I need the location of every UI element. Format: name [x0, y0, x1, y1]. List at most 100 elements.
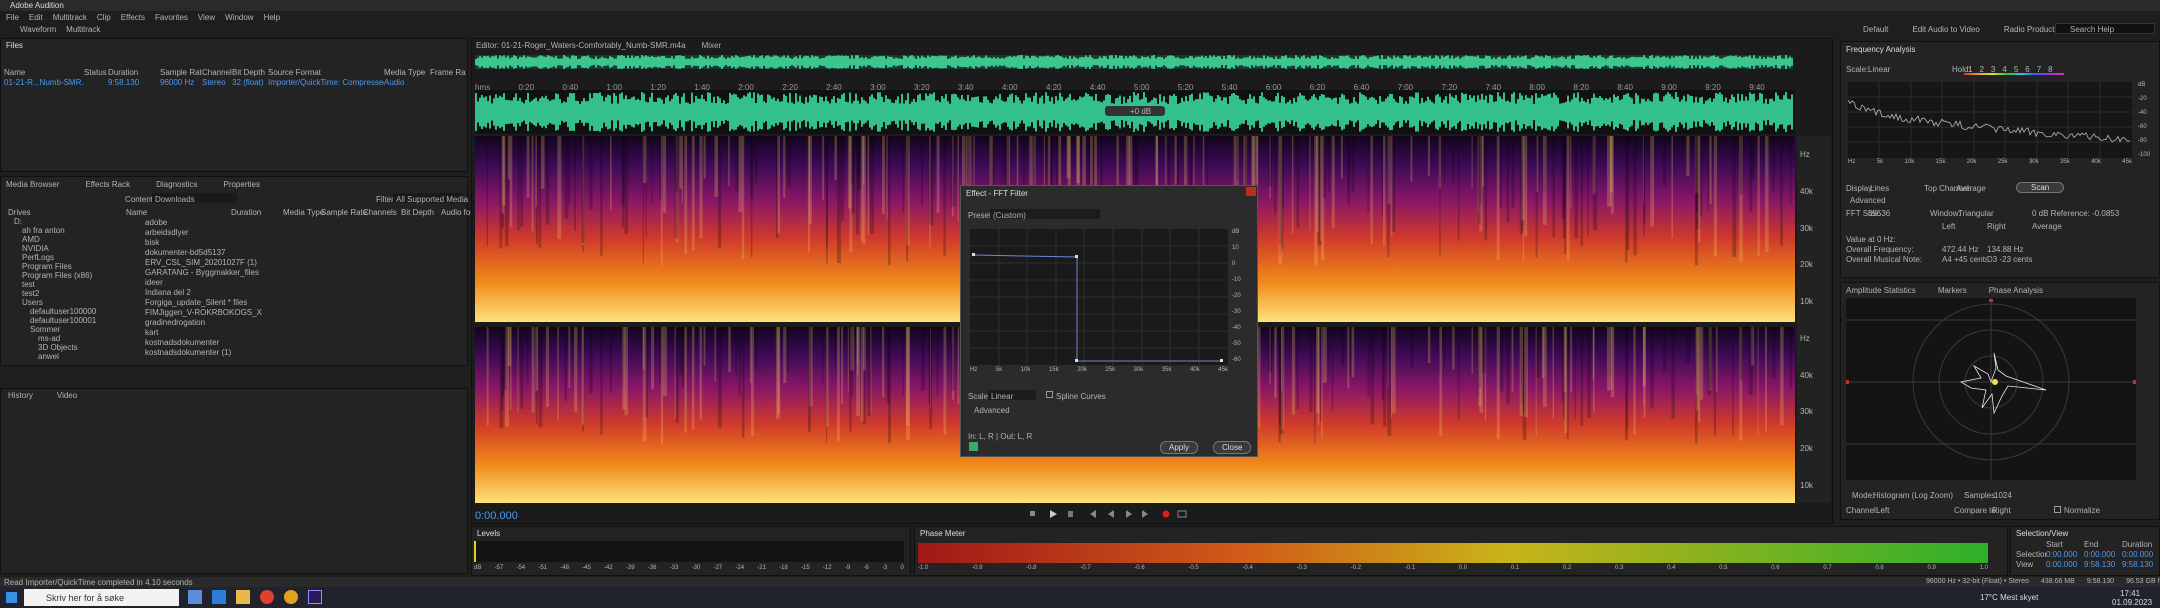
transport[interactable]: [1030, 508, 1190, 520]
texture: [1493, 101, 1495, 123]
texture: [781, 101, 783, 123]
column-header: Name: [4, 67, 26, 77]
texture: [1645, 57, 1647, 67]
column-header: End: [2084, 539, 2099, 549]
texture: [1681, 56, 1683, 68]
texture: [895, 99, 897, 125]
list-item: Effects: [120, 12, 146, 22]
taskbar-apps[interactable]: [188, 590, 322, 604]
texture: [1407, 103, 1409, 121]
texture: [505, 136, 509, 247]
dropdown[interactable]: [152, 193, 237, 203]
close-x[interactable]: [1246, 187, 1256, 196]
texture: [1437, 93, 1439, 131]
list-item: -0.1: [1404, 565, 1416, 571]
advanced-toggle[interactable]: Advanced: [1850, 196, 1886, 205]
texture: [1509, 102, 1511, 122]
history-tabs[interactable]: History Video: [8, 391, 77, 400]
apply-button[interactable]: Apply: [1160, 441, 1199, 454]
app-icon[interactable]: [212, 590, 226, 604]
cell: Overall Frequency:: [1846, 244, 1914, 254]
texture: [1694, 327, 1698, 444]
texture: [1383, 327, 1387, 427]
texture: [531, 136, 534, 232]
power-toggle[interactable]: [969, 442, 978, 451]
app-icon[interactable]: [260, 590, 274, 604]
texture: [1552, 136, 1555, 238]
texture: [1299, 92, 1301, 132]
list-item: 1:00: [606, 83, 622, 92]
texture: [1731, 55, 1733, 69]
phase-tabs[interactable]: Amplitude Statistics Markers Phase Analysi…: [1846, 286, 2043, 295]
texture: [1153, 55, 1155, 69]
texture: [1269, 327, 1271, 384]
texture: [909, 55, 911, 69]
texture: [1703, 103, 1705, 121]
search-bar[interactable]: [24, 589, 179, 606]
texture: [1249, 55, 1251, 69]
texture: [1655, 56, 1657, 68]
texture: [1095, 93, 1097, 131]
app-icon[interactable]: [284, 590, 298, 604]
texture: [928, 327, 931, 405]
folder-tree[interactable]: Drives D: ah fra anton AMD NVIDIA PerfLogs Pro…: [8, 208, 96, 361]
texture: [540, 327, 543, 375]
texture: [600, 327, 603, 435]
texture: [581, 101, 583, 123]
texture: [1571, 99, 1573, 125]
search-box[interactable]: [2055, 23, 2155, 34]
texture: [597, 58, 599, 66]
scan-button[interactable]: Scan: [2016, 182, 2065, 193]
app-icon[interactable]: [308, 590, 322, 604]
menu-bar[interactable]: File Edit Multitrack Clip Effects Favorites Vi…: [6, 12, 280, 22]
texture: [567, 57, 569, 67]
texture: [1447, 55, 1449, 69]
mode-tabs[interactable]: Waveform Multitrack: [20, 24, 100, 34]
workspaces[interactable]: Default Edit Audio to Video Radio Producti…: [1863, 24, 2065, 34]
texture: [1713, 98, 1715, 126]
close-button[interactable]: Close: [1213, 441, 1252, 454]
texture: [610, 136, 612, 210]
media-tabs[interactable]: Media Browser Effects Rack Diagnostics Prop…: [6, 179, 260, 189]
fft-graph[interactable]: [970, 229, 1238, 365]
texture: [777, 56, 779, 68]
texture: [1393, 55, 1395, 69]
hz-scale: Hz 5k 10k 15k 20k 25k 30k 35k 40k 45k: [970, 367, 1228, 373]
browser-items[interactable]: adobe arbeidsdlyer bisk dokumenter-bd5d5137…: [145, 218, 262, 358]
texture: [1321, 327, 1323, 439]
texture: [1455, 95, 1457, 129]
advanced-toggle[interactable]: Advanced: [974, 406, 1010, 415]
texture: [1763, 57, 1765, 67]
dropdown[interactable]: [393, 193, 463, 203]
editor-tabs[interactable]: Editor: 01-21-Roger_Waters-Comfortably_N…: [476, 41, 721, 50]
checkbox[interactable]: [1046, 391, 1053, 398]
texture: [1379, 58, 1381, 66]
list-item: 0:40: [562, 83, 579, 92]
texture: [539, 98, 541, 126]
texture: [1417, 92, 1419, 132]
texture: [1307, 57, 1309, 67]
texture: [1709, 97, 1711, 127]
start-button[interactable]: [6, 592, 17, 603]
checkbox[interactable]: [2054, 506, 2061, 513]
preset-dropdown[interactable]: [990, 209, 1100, 219]
texture: [939, 55, 941, 69]
texture: [936, 327, 939, 397]
texture: [575, 100, 577, 124]
app-icon[interactable]: [188, 590, 202, 604]
list-item: -45: [582, 565, 591, 571]
app-icon[interactable]: [236, 590, 250, 604]
texture: [1359, 56, 1361, 68]
scale-dropdown[interactable]: [988, 390, 1036, 400]
texture: [1635, 93, 1637, 131]
texture: [1615, 97, 1617, 127]
texture: [1316, 327, 1320, 414]
cell: 01-21-R...Numb-SMR.m4a: [4, 77, 84, 87]
list-item: 40k: [2091, 159, 2101, 165]
texture: [677, 55, 679, 69]
texture: [1485, 55, 1487, 69]
list-item: 2: [1979, 65, 1984, 74]
texture: [1365, 56, 1367, 68]
texture: [679, 136, 683, 189]
